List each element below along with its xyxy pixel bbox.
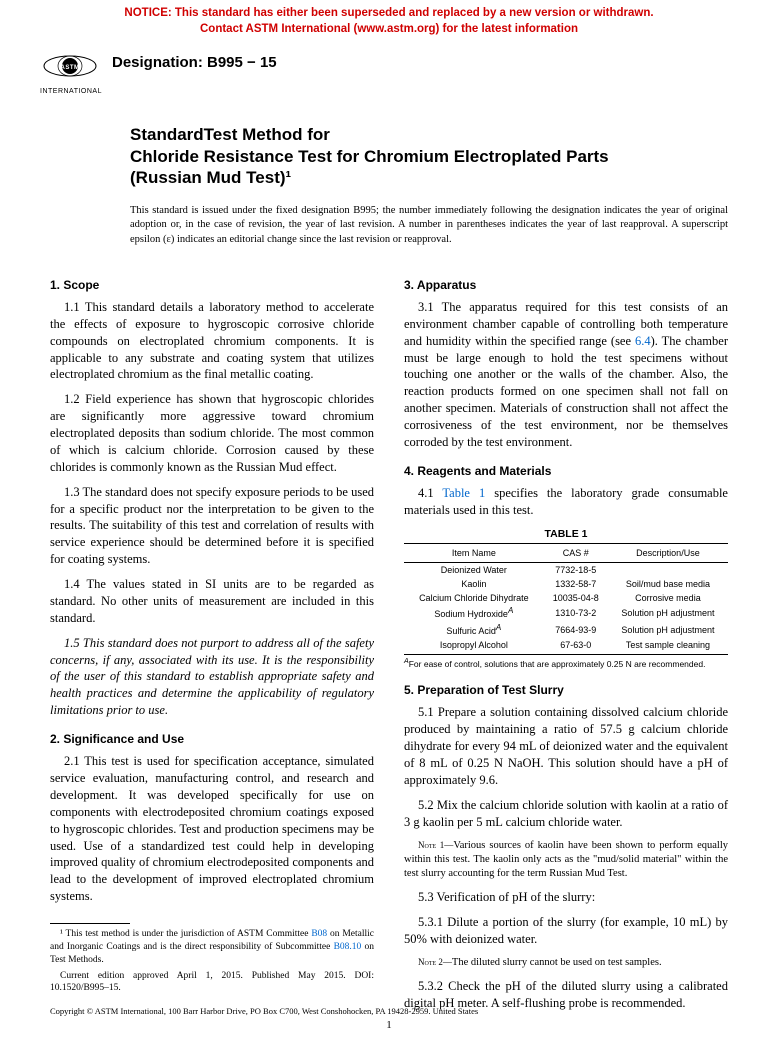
designation: Designation: B995 − 15 <box>112 49 277 73</box>
note-2-head: Note 2— <box>418 957 452 967</box>
two-column-body: 1. Scope 1.1 This standard details a lab… <box>0 259 778 1020</box>
table-row: Sulfuric AcidA7664-93-9Solution pH adjus… <box>404 622 728 638</box>
page-number: 1 <box>0 1018 778 1033</box>
table-cell: 7664-93-9 <box>544 622 608 638</box>
para-4-1-a: 4.1 <box>418 486 442 500</box>
col-item-name: Item Name <box>404 543 544 562</box>
section-3-heading: 3. Apparatus <box>404 277 728 293</box>
copyright: Copyright © ASTM International, 100 Barr… <box>50 1006 728 1017</box>
note-1-text: Various sources of kaolin have been show… <box>404 840 728 879</box>
table-1: Item Name CAS # Description/Use Deionize… <box>404 543 728 655</box>
title-top: StandardTest Method for <box>130 124 728 145</box>
col-cas: CAS # <box>544 543 608 562</box>
table-cell: Kaolin <box>404 577 544 591</box>
footnote-link-b08[interactable]: B08 <box>311 929 327 939</box>
table-cell: 1332-58-7 <box>544 577 608 591</box>
note-2: Note 2—The diluted slurry cannot be used… <box>404 956 728 970</box>
table-row: Isopropyl Alcohol67-63-0Test sample clea… <box>404 638 728 655</box>
para-4-1: 4.1 Table 1 specifies the laboratory gra… <box>404 485 728 519</box>
table-cell <box>608 563 728 578</box>
table-row: Sodium HydroxideA1310-73-2Solution pH ad… <box>404 605 728 621</box>
footnote-2: Current edition approved April 1, 2015. … <box>50 970 374 996</box>
table-cell: Calcium Chloride Dihydrate <box>404 591 544 605</box>
para-1-3: 1.3 The standard does not specify exposu… <box>50 484 374 568</box>
svg-text:ASTM: ASTM <box>61 65 80 71</box>
para-3-1: 3.1 The apparatus required for this test… <box>404 299 728 451</box>
footnote-separator <box>50 923 130 924</box>
footnote-1-a: ¹ This test method is under the jurisdic… <box>60 929 311 939</box>
col-desc: Description/Use <box>608 543 728 562</box>
note-1-head: Note 1— <box>418 840 453 850</box>
table-footnote-text: For ease of control, solutions that are … <box>409 659 706 669</box>
left-column: 1. Scope 1.1 This standard details a lab… <box>50 265 374 1020</box>
notice-line2: Contact ASTM International (www.astm.org… <box>0 22 778 38</box>
section-2-heading: 2. Significance and Use <box>50 731 374 747</box>
note-2-text: The diluted slurry cannot be used on tes… <box>452 957 662 968</box>
table-1-title: TABLE 1 <box>404 527 728 541</box>
table-cell: Deionized Water <box>404 563 544 578</box>
section-5-heading: 5. Preparation of Test Slurry <box>404 682 728 698</box>
table-cell: Sulfuric AcidA <box>404 622 544 638</box>
table-row: Kaolin1332-58-7Soil/mud base media <box>404 577 728 591</box>
astm-logo: ASTM INTERNATIONAL <box>40 49 100 96</box>
section-1-heading: 1. Scope <box>50 277 374 293</box>
table-cell: 7732-18-5 <box>544 563 608 578</box>
para-5-2: 5.2 Mix the calcium chloride solution wi… <box>404 797 728 831</box>
title-main: Chloride Resistance Test for Chromium El… <box>130 146 728 167</box>
para-1-2: 1.2 Field experience has shown that hygr… <box>50 391 374 475</box>
note-1: Note 1—Various sources of kaolin have be… <box>404 839 728 882</box>
para-2-1: 2.1 This test is used for specification … <box>50 753 374 905</box>
table-cell: 67-63-0 <box>544 638 608 655</box>
table-cell: Corrosive media <box>608 591 728 605</box>
title-block: StandardTest Method for Chloride Resista… <box>0 102 778 196</box>
ref-6-4[interactable]: 6.4 <box>635 334 651 348</box>
para-5-3-1: 5.3.1 Dilute a portion of the slurry (fo… <box>404 914 728 948</box>
ref-table-1[interactable]: Table 1 <box>442 486 485 500</box>
right-column: 3. Apparatus 3.1 The apparatus required … <box>404 265 728 1020</box>
table-row: Deionized Water7732-18-5 <box>404 563 728 578</box>
para-1-5: 1.5 This standard does not purport to ad… <box>50 635 374 719</box>
table-1-footnote: AFor ease of control, solutions that are… <box>404 657 728 670</box>
notice-line1: NOTICE: This standard has either been su… <box>0 6 778 22</box>
footnote-1: ¹ This test method is under the jurisdic… <box>50 928 374 966</box>
para-3-1-b: ). The chamber must be large enough to h… <box>404 334 728 449</box>
table-cell: Sodium HydroxideA <box>404 605 544 621</box>
table-header-row: Item Name CAS # Description/Use <box>404 543 728 562</box>
issuance-note: This standard is issued under the fixed … <box>0 196 778 259</box>
para-1-4: 1.4 The values stated in SI units are to… <box>50 576 374 627</box>
title-sub: (Russian Mud Test)¹ <box>130 167 728 188</box>
table-cell: 10035-04-8 <box>544 591 608 605</box>
table-cell: 1310-73-2 <box>544 605 608 621</box>
logo-text: INTERNATIONAL <box>40 87 100 96</box>
footnote-link-b0810[interactable]: B08.10 <box>334 942 362 952</box>
page: NOTICE: This standard has either been su… <box>0 0 778 1041</box>
header: ASTM INTERNATIONAL Designation: B995 − 1… <box>0 41 778 102</box>
table-cell: Isopropyl Alcohol <box>404 638 544 655</box>
table-cell: Solution pH adjustment <box>608 605 728 621</box>
notice-banner: NOTICE: This standard has either been su… <box>0 0 778 41</box>
table-cell: Soil/mud base media <box>608 577 728 591</box>
table-cell: Test sample cleaning <box>608 638 728 655</box>
section-4-heading: 4. Reagents and Materials <box>404 463 728 479</box>
para-1-1: 1.1 This standard details a laboratory m… <box>50 299 374 383</box>
table-row: Calcium Chloride Dihydrate10035-04-8Corr… <box>404 591 728 605</box>
para-5-1: 5.1 Prepare a solution containing dissol… <box>404 704 728 788</box>
para-5-3: 5.3 Verification of pH of the slurry: <box>404 889 728 906</box>
table-cell: Solution pH adjustment <box>608 622 728 638</box>
